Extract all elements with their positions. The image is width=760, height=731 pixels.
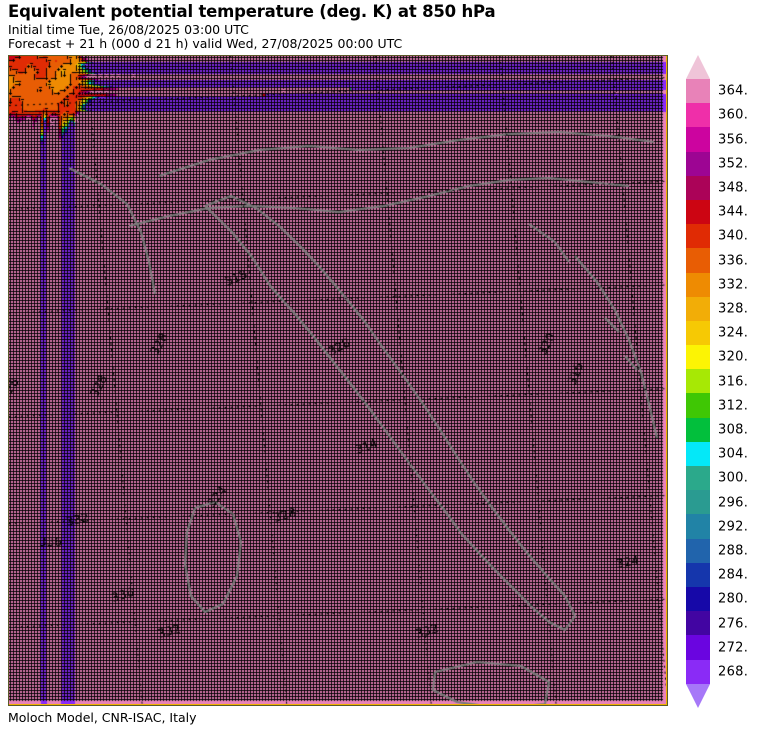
colorbar-tick-label: 364.: [718, 83, 749, 99]
colorbar-segment: [686, 345, 710, 370]
colorbar-tick-label: 280.: [718, 591, 749, 607]
colorbar-tick-label: 300.: [718, 470, 749, 486]
colorbar-tick-label: 336.: [718, 253, 749, 268]
colorbar-segment: [686, 320, 710, 346]
colorbar-segment: [686, 586, 710, 612]
contour-fill-canvas: [9, 56, 666, 704]
forecast-validity: Forecast + 21 h (000 d 21 h) valid Wed, …: [8, 36, 403, 51]
initial-time: Initial time Tue, 26/08/2025 03:00 UTC: [8, 22, 249, 37]
colorbar-segment: [686, 127, 710, 152]
colorbar-segment: [686, 562, 710, 587]
colorbar-segment: [686, 417, 710, 442]
colorbar-tick-label: 324.: [718, 325, 749, 341]
colorbar-segment: [686, 248, 710, 273]
colorbar-tick-label: 328.: [718, 301, 749, 317]
colorbar-tick-label: 308.: [718, 422, 749, 438]
colorbar-tick-label: 352.: [718, 156, 749, 172]
colorbar-tick-label: 360.: [718, 107, 749, 123]
colorbar-segment: [686, 611, 710, 636]
colorbar-segment: [686, 224, 710, 249]
colorbar-tick-label: 304.: [718, 446, 749, 462]
colorbar-segment: [686, 369, 710, 394]
colorbar-segment: [686, 272, 710, 297]
colorbar-over-arrow: [686, 55, 710, 79]
colorbar-segment: [686, 490, 710, 515]
page-title: Equivalent potential temperature (deg. K…: [8, 2, 496, 21]
colorbar-tick-label: 312.: [718, 398, 749, 414]
colorbar-tick-label: 332.: [718, 277, 749, 293]
colorbar-segment: [686, 199, 710, 225]
map-plot-area[interactable]: [8, 55, 668, 706]
colorbar-segment: [686, 441, 710, 466]
colorbar-tick-label: 288.: [718, 543, 749, 559]
colorbar-segment: [686, 393, 710, 418]
colorbar-segment: [686, 79, 710, 104]
model-credit: Moloch Model, CNR-ISAC, Italy: [8, 710, 197, 725]
colorbar-tick-label: 348.: [718, 180, 749, 196]
colorbar-tick-label: 296.: [718, 495, 749, 510]
colorbar-segment: [686, 514, 710, 539]
colorbar-segment: [686, 175, 710, 200]
colorbar-segment: [686, 659, 710, 684]
colorbar-tick-label: 320.: [718, 349, 749, 365]
colorbar-tick-label: 344.: [718, 204, 749, 220]
colorbar-segment: [686, 466, 710, 491]
colorbar-segment: [686, 635, 710, 660]
colorbar-tick-label: 272.: [718, 640, 749, 656]
colorbar-tick-label: 276.: [718, 616, 749, 631]
colorbar-gradient: [686, 79, 710, 684]
colorbar-tick-label: 268.: [718, 664, 749, 680]
colorbar-segment: [686, 296, 710, 321]
colorbar-segment: [686, 538, 710, 563]
colorbar-tick-label: 340.: [718, 228, 749, 244]
colorbar-tick-label: 356.: [718, 132, 749, 147]
colorbar-tick-label: 316.: [718, 374, 749, 389]
colorbar-tick-label: 292.: [718, 519, 749, 535]
colorbar-under-arrow: [686, 684, 710, 708]
colorbar: 364. 360. 356. 352. 348. 344. 340. 336. 332. 328.…: [683, 55, 760, 708]
colorbar-segment: [686, 103, 710, 128]
colorbar-tick-label: 284.: [718, 567, 749, 583]
colorbar-segment: [686, 151, 710, 176]
